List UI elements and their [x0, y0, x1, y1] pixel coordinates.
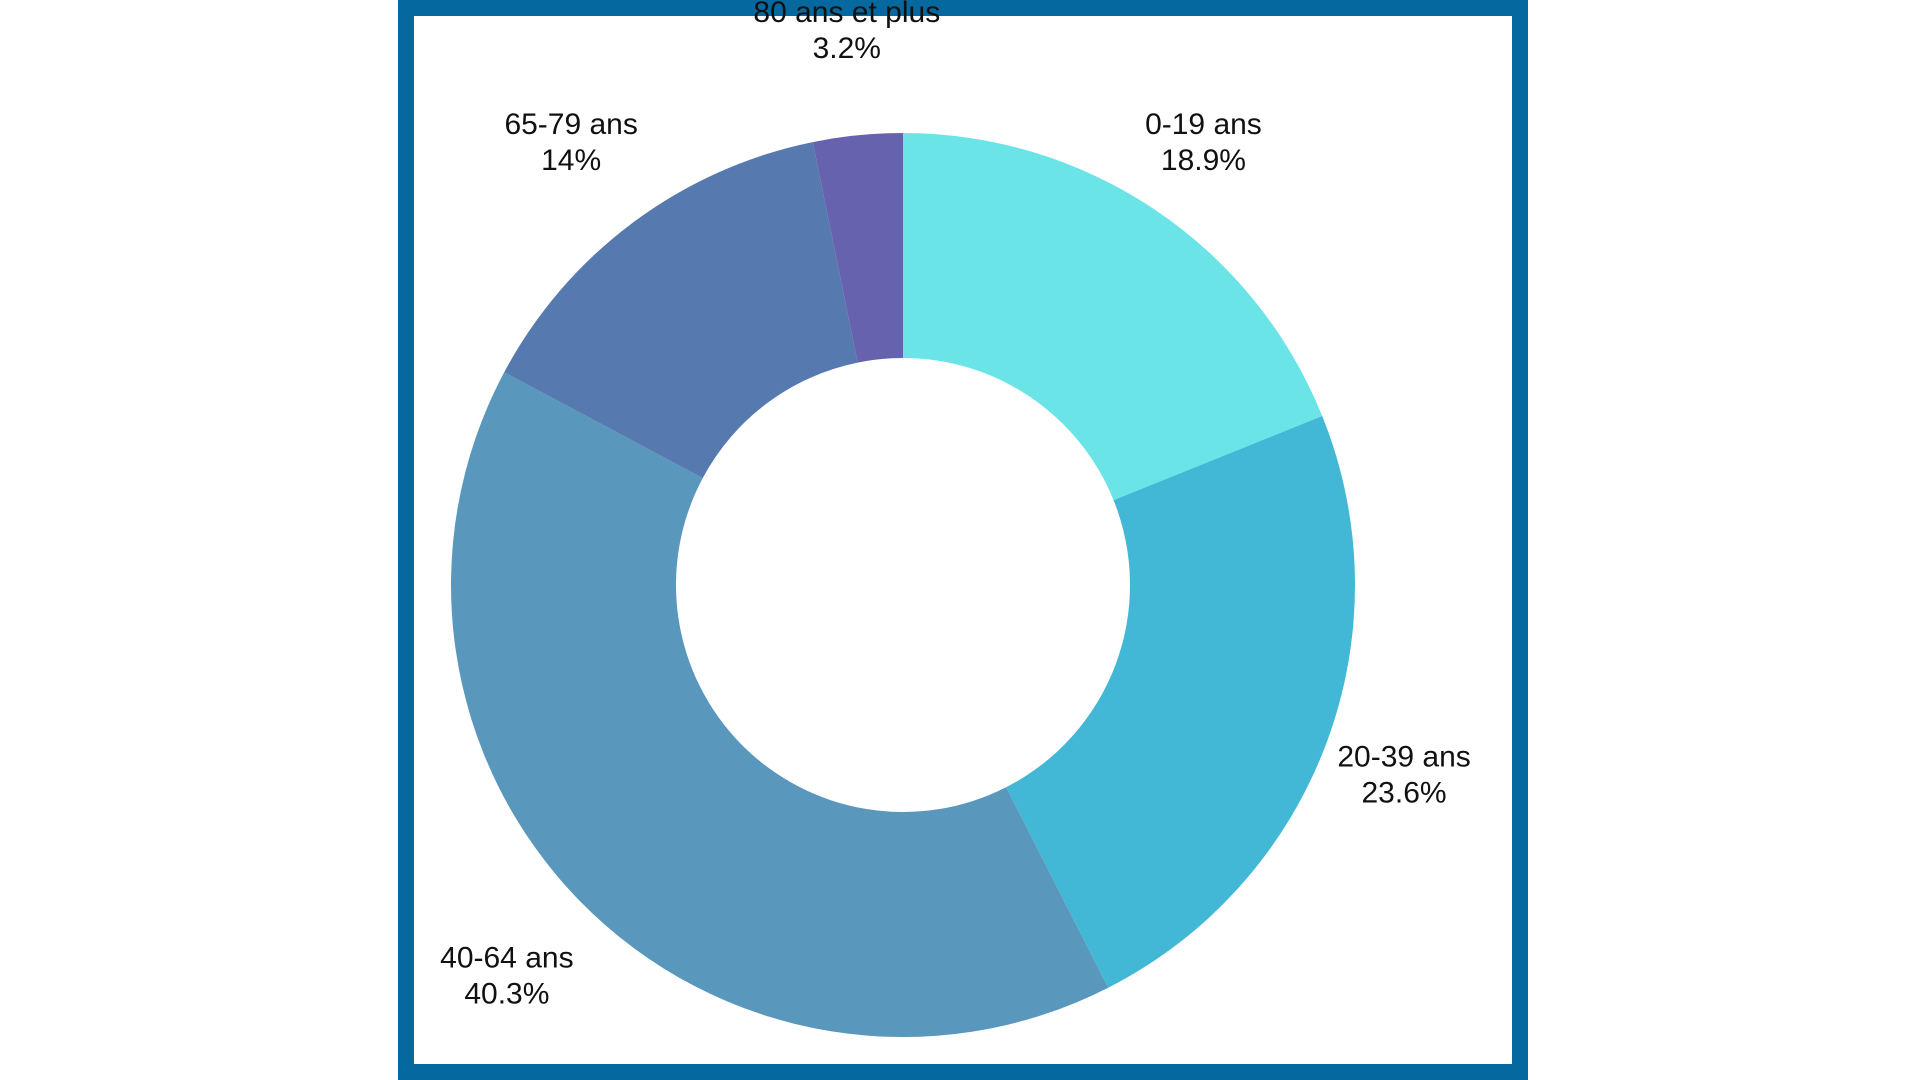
slice-65-79-ans: [504, 142, 858, 479]
slice-80-ans-et-plus: [812, 133, 903, 363]
slice-label-category: 65-79 ans: [504, 108, 637, 141]
slice-label-category: 0-19 ans: [1145, 108, 1262, 141]
slice-label-value: 18.9%: [1161, 144, 1246, 177]
slice-label-value: 23.6%: [1362, 777, 1447, 810]
slice-label-value: 14%: [541, 144, 601, 177]
slice-label-category: 40-64 ans: [440, 942, 573, 975]
slice-20-39-ans: [1006, 415, 1355, 988]
slice-label-category: 80 ans et plus: [753, 0, 940, 29]
slice-label-value: 40.3%: [464, 978, 549, 1011]
slice-40-64-ans: [450, 372, 1109, 1037]
slice-label-category: 20-39 ans: [1337, 741, 1470, 774]
slice-group: [450, 133, 1355, 1037]
slice-label-value: 3.2%: [813, 32, 881, 65]
slice-0-19-ans: [903, 133, 1323, 501]
